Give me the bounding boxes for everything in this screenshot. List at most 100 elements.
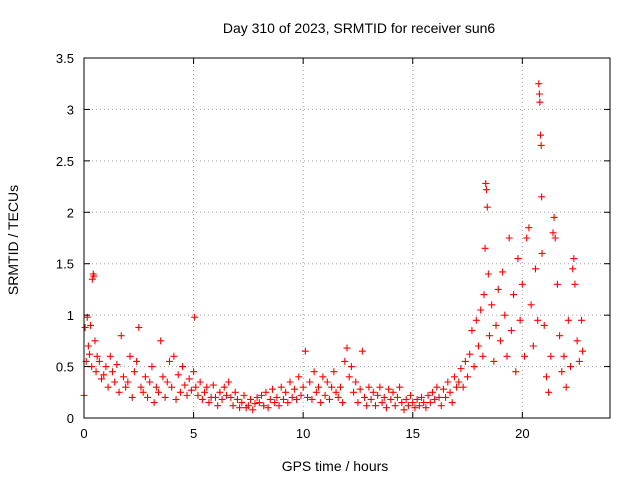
- data-point: [538, 193, 546, 201]
- data-point: [87, 321, 95, 329]
- data-point: [378, 399, 386, 407]
- data-point: [420, 399, 428, 407]
- data-point: [90, 272, 98, 280]
- data-point: [185, 375, 193, 383]
- data-point: [152, 383, 160, 391]
- data-point: [374, 391, 382, 399]
- data-point: [459, 383, 467, 391]
- data-point: [279, 395, 287, 403]
- data-point: [332, 388, 340, 396]
- data-point: [482, 186, 490, 194]
- data-point: [468, 327, 476, 335]
- data-point: [422, 404, 430, 412]
- data-point: [295, 373, 303, 381]
- data-point: [361, 393, 369, 401]
- data-points: [80, 80, 587, 414]
- data-point: [415, 402, 423, 410]
- data-point: [482, 179, 490, 187]
- data-point: [558, 368, 566, 376]
- axis-ticks: 0 5 10 15 20 0 0.5 1 1.5 2 2.5 3 3.5: [56, 51, 610, 441]
- data-point: [253, 393, 261, 401]
- data-point: [128, 393, 136, 401]
- data-point: [393, 393, 401, 401]
- data-point: [220, 383, 228, 391]
- data-point: [569, 265, 577, 273]
- data-point: [93, 352, 101, 360]
- data-point: [492, 321, 500, 329]
- data-point: [540, 321, 548, 329]
- data-point: [88, 275, 96, 283]
- data-point: [411, 404, 419, 412]
- data-point: [192, 383, 200, 391]
- y-tick-label: 1.5: [56, 257, 74, 272]
- data-point: [262, 388, 270, 396]
- data-point: [363, 402, 371, 410]
- data-point: [578, 316, 586, 324]
- data-point: [350, 388, 358, 396]
- data-point: [244, 402, 252, 410]
- data-point: [409, 399, 417, 407]
- data-point: [553, 280, 561, 288]
- data-point: [273, 393, 281, 401]
- data-point: [288, 393, 296, 401]
- data-point: [299, 383, 307, 391]
- data-point: [297, 391, 305, 399]
- data-point: [203, 383, 211, 391]
- y-tick-label: 0: [67, 411, 74, 426]
- data-point: [304, 393, 312, 401]
- data-point: [255, 399, 263, 407]
- data-point: [455, 378, 463, 386]
- data-point: [426, 399, 434, 407]
- data-point: [181, 381, 189, 389]
- plot-frame: [83, 57, 611, 419]
- data-point: [100, 371, 108, 379]
- data-point: [170, 352, 178, 360]
- data-point: [496, 337, 504, 345]
- data-point: [389, 388, 397, 396]
- data-point: [104, 383, 112, 391]
- data-point: [485, 332, 493, 340]
- data-point: [205, 399, 213, 407]
- data-point: [437, 402, 445, 410]
- data-point: [159, 373, 167, 381]
- y-tick-label: 2: [67, 205, 74, 220]
- data-point: [266, 395, 274, 403]
- data-point: [347, 363, 355, 371]
- y-tick-label: 3.5: [56, 51, 74, 66]
- data-point: [464, 373, 472, 381]
- data-point: [356, 385, 364, 393]
- data-point: [135, 323, 143, 331]
- data-point: [212, 393, 219, 401]
- data-point: [172, 395, 180, 403]
- data-point: [501, 311, 509, 319]
- data-point: [146, 378, 154, 386]
- y-axis-title: SRMTID / TECUs: [5, 185, 21, 295]
- data-point: [457, 365, 465, 373]
- data-point: [527, 301, 535, 309]
- data-point: [354, 399, 362, 407]
- x-tick-label: 15: [406, 426, 420, 441]
- data-point: [510, 291, 518, 299]
- data-point: [535, 90, 543, 98]
- data-point: [537, 131, 545, 139]
- data-point: [155, 388, 163, 396]
- data-point: [268, 385, 276, 393]
- data-point: [290, 385, 298, 393]
- data-point: [310, 368, 318, 376]
- data-point: [231, 388, 239, 396]
- data-point: [122, 383, 130, 391]
- data-point: [92, 368, 100, 376]
- data-point: [148, 363, 156, 371]
- data-point: [575, 357, 583, 365]
- data-point: [556, 332, 564, 340]
- data-point: [293, 395, 301, 403]
- data-point: [328, 383, 336, 391]
- data-point: [111, 378, 119, 386]
- data-point: [505, 234, 513, 242]
- data-point: [115, 388, 123, 396]
- data-point: [196, 378, 204, 386]
- data-point: [229, 402, 237, 410]
- data-point: [570, 255, 578, 263]
- x-tick-label: 10: [296, 426, 310, 441]
